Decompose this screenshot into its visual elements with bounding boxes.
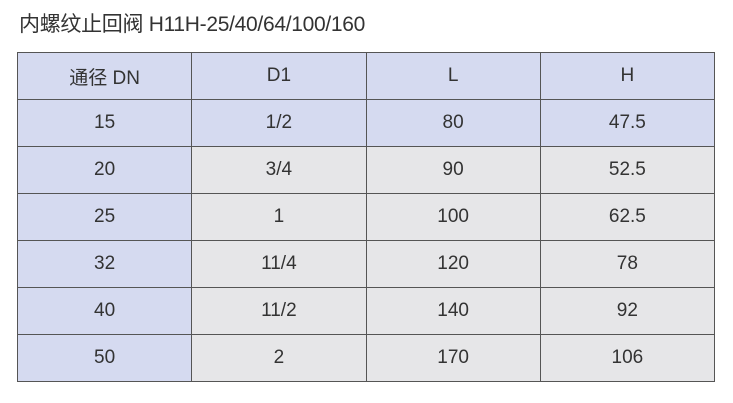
table-cell: 11/4	[191, 240, 367, 288]
spec-table: 通径 DN D1 L H 15 1/2 80 47.5 20 3/4 90 52.5 25 1 100 62.…	[16, 52, 716, 382]
table-cell: 1	[191, 193, 367, 241]
table-cell: 3/4	[191, 146, 367, 194]
table-row: 32 11/4 120 78	[16, 240, 716, 288]
table-cell: 2	[191, 334, 367, 382]
header-row: 通径 DN D1 L H	[16, 52, 716, 100]
table-cell: 170	[365, 334, 541, 382]
header-cell: L	[365, 52, 541, 100]
header-cell: 通径 DN	[16, 52, 193, 100]
table-row: 15 1/2 80 47.5	[16, 99, 716, 147]
table-cell: 78	[539, 240, 716, 288]
table-cell: 47.5	[539, 99, 716, 147]
page-title: 内螺纹止回阀 H11H-25/40/64/100/160	[19, 13, 366, 36]
table-cell: 25	[16, 193, 193, 241]
table-cell: 106	[539, 334, 716, 382]
table-cell: 50	[16, 334, 193, 382]
table-row: 25 1 100 62.5	[16, 193, 716, 241]
table-cell: 11/2	[191, 287, 367, 335]
table-cell: 92	[539, 287, 716, 335]
table-cell: 80	[365, 99, 541, 147]
table-cell: 40	[16, 287, 193, 335]
table-cell: 52.5	[539, 146, 716, 194]
table-row: 40 11/2 140 92	[16, 287, 716, 335]
table-row: 50 2 170 106	[16, 334, 716, 382]
table-row: 20 3/4 90 52.5	[16, 146, 716, 194]
table-cell: 20	[16, 146, 193, 194]
table-cell: 32	[16, 240, 193, 288]
header-cell: H	[539, 52, 716, 100]
table-cell: 120	[365, 240, 541, 288]
table-cell: 90	[365, 146, 541, 194]
header-cell: D1	[191, 52, 367, 100]
table-cell: 62.5	[539, 193, 716, 241]
table-cell: 1/2	[191, 99, 367, 147]
table-cell: 100	[365, 193, 541, 241]
table-cell: 140	[365, 287, 541, 335]
table-cell: 15	[16, 99, 193, 147]
